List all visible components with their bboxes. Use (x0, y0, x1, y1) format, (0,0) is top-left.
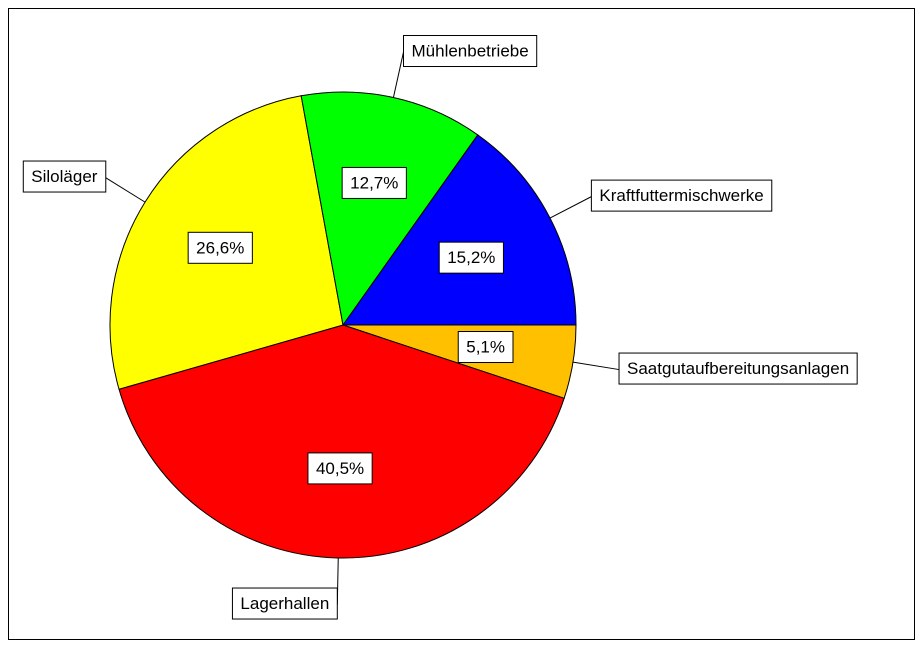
category-label-box (590, 179, 773, 212)
leader-line (105, 177, 146, 203)
category-label-box (22, 160, 107, 193)
pie-slice (118, 324, 565, 559)
value-label-box (187, 231, 253, 264)
category-label: Kraftfuttermischwerke (599, 186, 763, 205)
value-label: 40,5% (316, 459, 364, 478)
category-label-box (231, 587, 338, 620)
pie-slice (300, 91, 479, 327)
value-label-box (341, 166, 407, 199)
leader-line (549, 196, 592, 219)
value-label: 5,1% (466, 338, 505, 357)
category-label-box (403, 35, 538, 68)
leader-line (572, 361, 620, 371)
leader-line (392, 51, 404, 98)
value-label-box (457, 331, 514, 364)
value-label-box (438, 241, 504, 274)
value-label: 12,7% (350, 173, 398, 192)
value-label: 26,6% (196, 238, 244, 257)
category-label: Mühlenbetriebe (412, 42, 529, 61)
category-label-box (618, 352, 858, 385)
category-label: Saatgutaufbereitungsanlagen (627, 359, 849, 378)
value-label: 15,2% (447, 248, 495, 267)
category-label: Siloläger (31, 167, 97, 186)
value-label-box (307, 452, 373, 485)
category-label: Lagerhallen (240, 594, 329, 613)
